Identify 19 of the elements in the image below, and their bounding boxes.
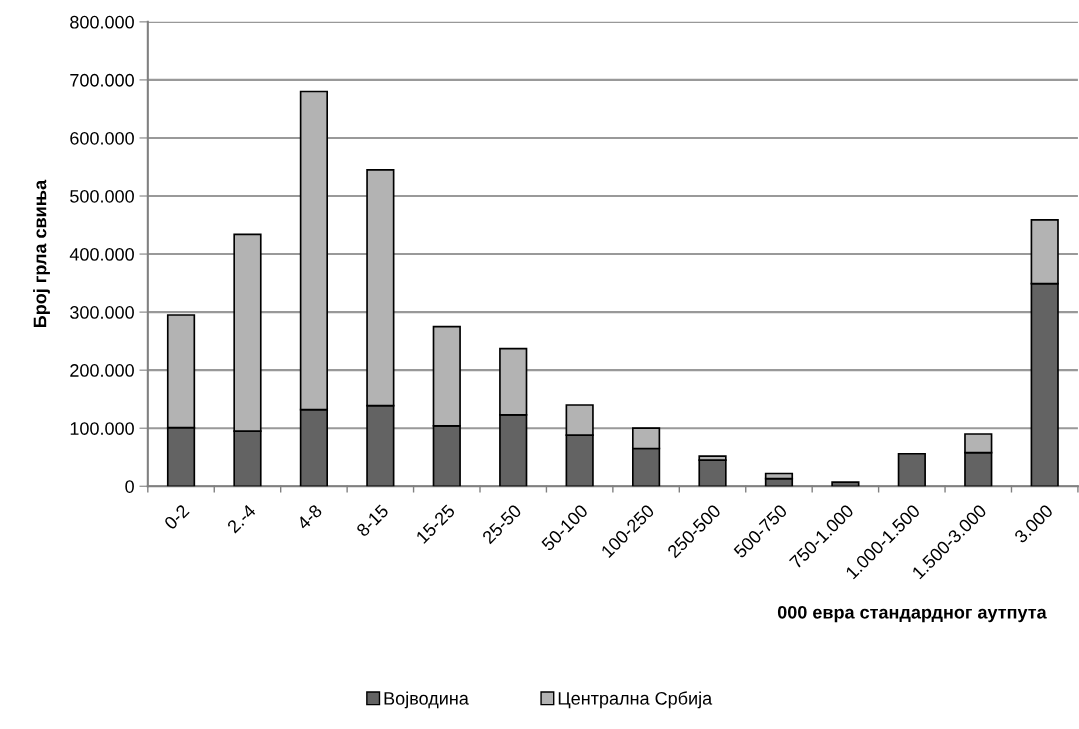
bar (897, 452, 926, 487)
y-axis-title: Број грла свиња (33, 179, 50, 328)
y-tick-label: 600.000 (70, 131, 134, 145)
bar (831, 481, 860, 487)
y-tick-label: 100.000 (70, 422, 134, 435)
y-tick-label: 200.000 (70, 364, 134, 377)
bar (698, 459, 727, 487)
x-tick-label: 2.-4 (226, 503, 257, 534)
y-tick-label: 500.000 (70, 189, 134, 203)
legend-label: Војводина (384, 691, 469, 709)
y-tick-label: 400.000 (69, 247, 134, 261)
y-tick-label: 0 (125, 480, 134, 493)
y-tick-label: 300.000 (70, 306, 134, 319)
legend-label: Централна Србија (558, 691, 713, 709)
x-tick-label: 0-2 (163, 503, 190, 531)
x-tick-label: 4-8 (296, 503, 323, 531)
y-tick-label: 700.000 (70, 73, 134, 87)
x-axis-title: 000 евра стандардног аутпута (777, 605, 1047, 623)
y-tick-label: 800.000 (70, 15, 134, 29)
